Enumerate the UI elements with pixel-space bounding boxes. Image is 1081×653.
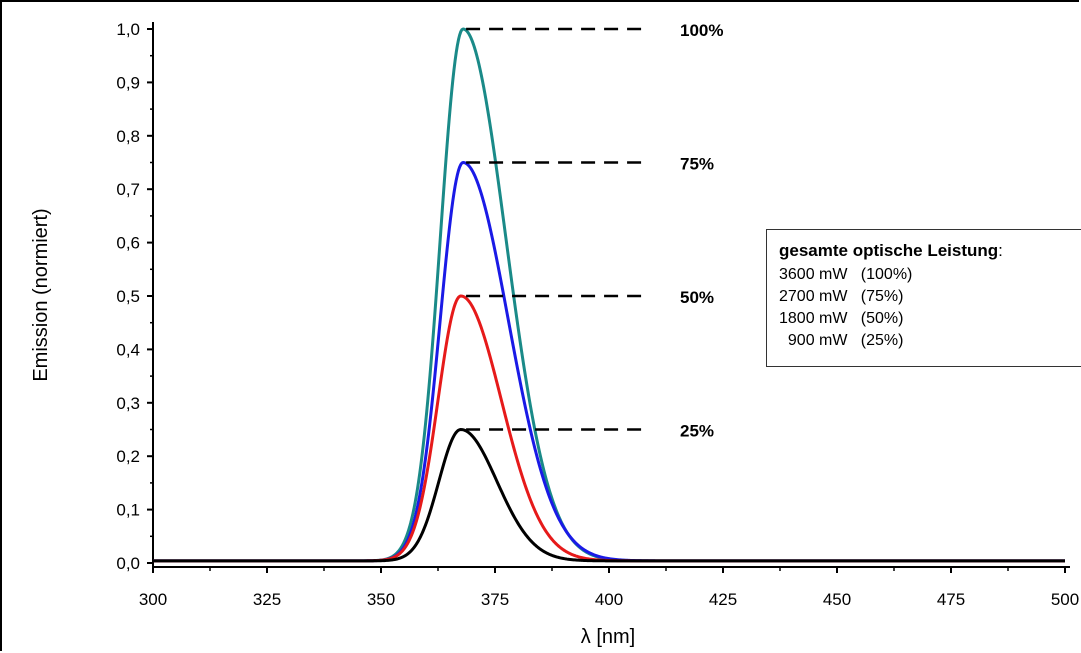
y-tick-label: 0,7 bbox=[116, 180, 140, 199]
y-tick-label: 0,0 bbox=[116, 554, 140, 573]
y-tick-label: 0,2 bbox=[116, 447, 140, 466]
x-tick-label: 325 bbox=[253, 590, 281, 609]
y-tick-label: 0,1 bbox=[116, 501, 140, 520]
y-tick-label: 0,3 bbox=[116, 394, 140, 413]
annotation-label: 100% bbox=[680, 21, 723, 40]
series-layer bbox=[152, 27, 1066, 563]
x-tick-label: 375 bbox=[481, 590, 509, 609]
y-ticks: 0,0 0,1 0,2 0,3 0,4 0,5 0,6 0,7 0,8 0,9 1,0 bbox=[116, 20, 153, 573]
legend: gesamte optische Leistung: 3600 mW (100%… bbox=[766, 229, 1081, 367]
annotation-label: 75% bbox=[680, 155, 714, 174]
legend-entry: 900 mW (25%) bbox=[779, 332, 904, 349]
legend-entry: 3600 mW (100%) bbox=[779, 266, 913, 283]
x-tick-label: 450 bbox=[823, 590, 851, 609]
legend-title-colon: : bbox=[998, 241, 1003, 260]
series-line bbox=[152, 428, 1066, 563]
y-tick-label: 0,9 bbox=[116, 73, 140, 92]
y-tick-label: 0,8 bbox=[116, 127, 140, 146]
x-tick-label: 300 bbox=[139, 590, 167, 609]
x-tick-label: 475 bbox=[937, 590, 965, 609]
y-tick-label: 0,4 bbox=[116, 340, 140, 359]
y-tick-label: 0,5 bbox=[116, 287, 140, 306]
x-tick-label: 500 bbox=[1051, 590, 1079, 609]
axes bbox=[152, 22, 1070, 568]
y-tick-label: 1,0 bbox=[116, 20, 140, 39]
x-axis-title: λ [nm] bbox=[581, 626, 635, 648]
legend-entry: 1800 mW (50%) bbox=[779, 310, 904, 327]
legend-title-row: gesamte optische Leistung: bbox=[779, 239, 1081, 264]
annotation-label: 25% bbox=[680, 422, 714, 441]
x-ticks: 300 325 350 375 400 425 450 475 500 bbox=[139, 567, 1079, 609]
legend-title: gesamte optische Leistung bbox=[779, 241, 999, 260]
x-tick-label: 350 bbox=[367, 590, 395, 609]
x-tick-label: 400 bbox=[595, 590, 623, 609]
annotation-label: 50% bbox=[680, 288, 714, 307]
annotation-layer: 100% 75% 50% 25% bbox=[466, 21, 723, 441]
legend-entry: 2700 mW (75%) bbox=[779, 288, 904, 305]
x-tick-label: 425 bbox=[709, 590, 737, 609]
y-axis-title: Emission (normiert) bbox=[30, 208, 52, 381]
y-tick-label: 0,6 bbox=[116, 234, 140, 253]
